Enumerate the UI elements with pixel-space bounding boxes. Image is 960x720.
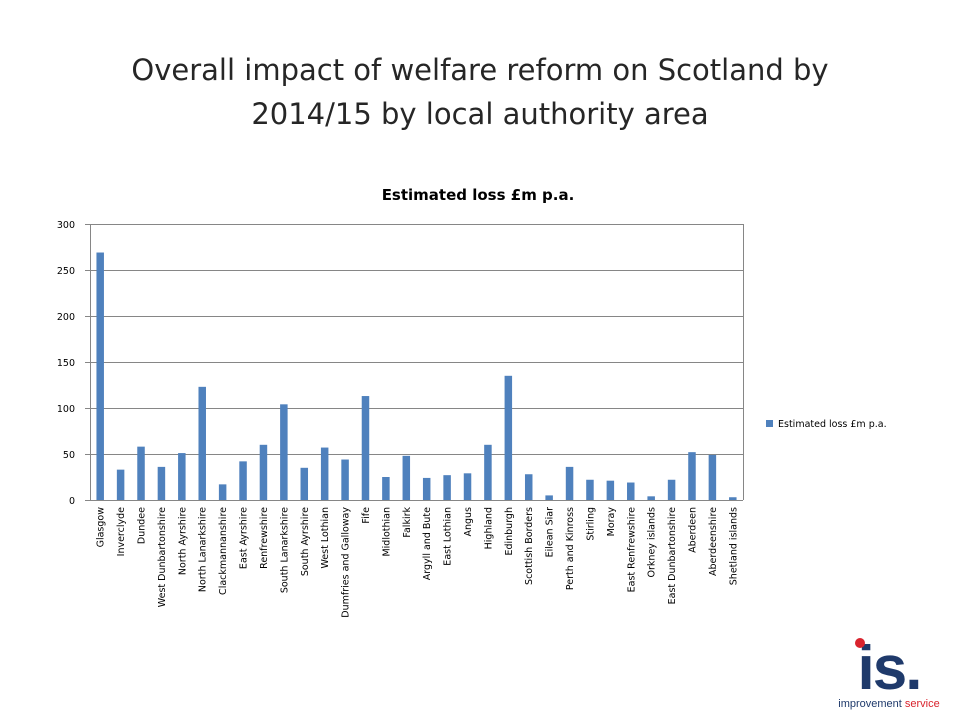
bar-inverclyde (116, 469, 125, 500)
bar-perth-and-kinross (565, 466, 574, 500)
x-category-label: West Lothian (320, 507, 331, 569)
x-category-label: East Ayrshire (239, 507, 250, 569)
x-category-label: Angus (463, 507, 474, 537)
x-category-label: Dundee (137, 507, 148, 544)
y-tick-label: 150 (57, 358, 75, 369)
legend: Estimated loss £m p.a. (766, 419, 887, 430)
bar-angus (463, 473, 472, 500)
logo-text-service: service (904, 698, 940, 710)
bar-stirling (586, 479, 594, 500)
bar-edinburgh (504, 375, 513, 500)
y-tick-label: 0 (69, 496, 75, 507)
improvement-service-logo: is. improvement service (828, 638, 950, 714)
y-tick-label: 100 (57, 404, 75, 415)
x-category-label: Eilean Siar (545, 507, 556, 557)
y-tick-label: 250 (57, 266, 75, 277)
bar-east-dunbartonshire (667, 479, 676, 500)
bar-clackmannanshire (218, 484, 227, 500)
axes (85, 224, 744, 501)
y-tick-label: 300 (57, 220, 75, 231)
x-category-label: Aberdeenshire (708, 507, 719, 576)
slide-title-line-2: 2014/15 by local authority area (251, 97, 709, 131)
x-category-label: Scottish Borders (524, 507, 535, 585)
x-category-label: Perth and Kinross (565, 507, 576, 590)
bar-south-ayrshire (300, 467, 309, 500)
x-category-label: Midlothian (381, 507, 392, 557)
x-category-label: Fife (361, 507, 372, 524)
bar-eilean-siar (545, 495, 553, 500)
x-category-label: Clackmannanshire (218, 507, 229, 595)
x-category-label: South Lanarkshire (279, 507, 290, 593)
logo-text: improvement service (828, 698, 950, 710)
x-category-label: East Dunbartonshire (667, 507, 678, 604)
slide-title: Overall impact of welfare reform on Scot… (60, 48, 900, 136)
legend-swatch (766, 420, 773, 427)
y-tick-labels: 0 50 100 150 200 250 300 (57, 220, 75, 507)
x-category-label: Falkirk (402, 507, 413, 538)
x-category-label: Orkney islands (647, 507, 658, 577)
x-category-label: South Ayrshire (300, 507, 311, 576)
x-category-label: East Renfrewshire (626, 507, 637, 593)
bar-fife (361, 396, 370, 500)
bar-argyll-and-bute (422, 477, 431, 500)
x-category-label: West Dunbartonshire (157, 507, 168, 607)
bar-aberdeen (688, 452, 696, 500)
bar-south-lanarkshire (280, 404, 288, 500)
x-category-label: East Lothian (443, 507, 454, 566)
x-category-label: Highland (483, 507, 494, 549)
x-category-label: North Lanarkshire (198, 507, 209, 592)
x-category-labels: Glasgow Inverclyde Dundee West Dunbartonshi… (96, 507, 740, 618)
bar-east-renfrewshire (627, 482, 635, 500)
x-category-label: Argyll and Bute (422, 507, 433, 580)
bar-falkirk (402, 455, 411, 500)
y-tick-label: 200 (57, 312, 75, 323)
legend-label: Estimated loss £m p.a. (778, 419, 887, 430)
x-category-label: Dumfries and Galloway (341, 507, 352, 618)
bar-dumfries-and-galloway (341, 459, 349, 500)
x-category-label: Aberdeen (687, 507, 698, 553)
bar-renfrewshire (259, 444, 268, 500)
bar-glasgow (96, 252, 104, 500)
x-category-label: Renfrewshire (259, 507, 270, 569)
slide-title-line-1: Overall impact of welfare reform on Scot… (131, 53, 829, 87)
bar-scottish-borders (524, 474, 533, 500)
x-category-label: Shetland islands (728, 507, 739, 585)
bar-orkney-islands (647, 496, 655, 500)
bar-north-lanarkshire (198, 386, 206, 500)
x-category-label: Moray (606, 507, 617, 537)
bar-moray (606, 480, 615, 500)
bar-east-ayrshire (239, 461, 247, 500)
bar-north-ayrshire (178, 453, 186, 500)
y-tick-label: 50 (63, 450, 75, 461)
bar-highland (484, 444, 492, 500)
chart-title: Estimated loss £m p.a. (382, 186, 575, 204)
bars (96, 252, 737, 500)
x-category-label: Edinburgh (504, 507, 515, 556)
bar-aberdeenshire (708, 454, 717, 500)
logo-dot (855, 638, 865, 648)
x-category-label: Stirling (585, 507, 596, 541)
gridlines (90, 224, 743, 455)
bar-east-lothian (443, 475, 451, 500)
logo-text-improvement: improvement (838, 698, 902, 710)
bar-west-dunbartonshire (157, 466, 166, 500)
x-category-label: North Ayrshire (177, 507, 188, 575)
bar-west-lothian (320, 447, 329, 500)
bar-dundee (137, 446, 145, 500)
logo-mark: is. (857, 634, 923, 703)
x-category-label: Glasgow (96, 507, 107, 548)
x-category-label: Inverclyde (116, 507, 127, 557)
bar-midlothian (382, 477, 390, 500)
bar-shetland-islands (729, 497, 737, 500)
